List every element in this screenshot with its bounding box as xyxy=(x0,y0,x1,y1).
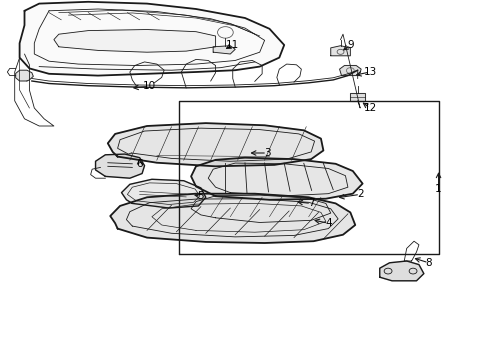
Polygon shape xyxy=(213,46,235,54)
Text: 1: 1 xyxy=(435,184,442,194)
Text: 4: 4 xyxy=(325,218,332,228)
Polygon shape xyxy=(191,158,363,200)
Text: 11: 11 xyxy=(226,40,240,50)
Text: 5: 5 xyxy=(197,191,204,201)
Text: 6: 6 xyxy=(136,159,143,169)
Polygon shape xyxy=(54,30,216,52)
Text: 3: 3 xyxy=(264,148,270,158)
Polygon shape xyxy=(380,261,424,281)
Text: 10: 10 xyxy=(143,81,156,91)
Text: 12: 12 xyxy=(363,103,377,113)
Polygon shape xyxy=(96,154,145,178)
Polygon shape xyxy=(340,66,361,76)
Polygon shape xyxy=(350,93,365,101)
Polygon shape xyxy=(20,2,284,76)
Polygon shape xyxy=(108,123,323,166)
Text: 9: 9 xyxy=(347,40,354,50)
Polygon shape xyxy=(16,70,33,81)
Text: 2: 2 xyxy=(357,189,364,199)
Polygon shape xyxy=(122,179,206,208)
Polygon shape xyxy=(110,194,355,243)
Text: 13: 13 xyxy=(363,67,377,77)
Text: 8: 8 xyxy=(425,258,432,268)
Text: 7: 7 xyxy=(308,198,315,208)
Polygon shape xyxy=(331,46,350,56)
